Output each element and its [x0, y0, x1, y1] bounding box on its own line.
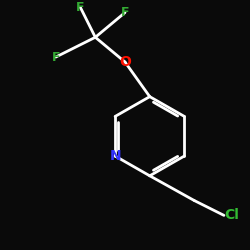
Text: Cl: Cl — [224, 208, 239, 222]
Text: F: F — [121, 6, 129, 19]
Text: O: O — [119, 55, 131, 69]
Text: F: F — [52, 50, 60, 64]
Text: F: F — [76, 1, 85, 14]
Text: N: N — [109, 149, 121, 163]
